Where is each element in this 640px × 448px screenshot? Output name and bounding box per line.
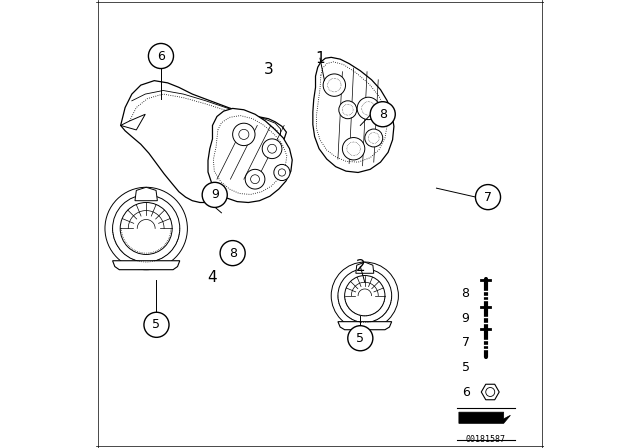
Polygon shape xyxy=(113,261,180,270)
Circle shape xyxy=(233,123,255,146)
Text: 5: 5 xyxy=(152,318,161,332)
Text: 7: 7 xyxy=(461,336,470,349)
Text: 6: 6 xyxy=(157,49,165,63)
Polygon shape xyxy=(338,322,392,330)
Text: 7: 7 xyxy=(484,190,492,204)
Text: 9: 9 xyxy=(211,188,219,202)
Circle shape xyxy=(105,187,188,270)
Circle shape xyxy=(339,101,356,119)
Circle shape xyxy=(365,129,383,147)
Circle shape xyxy=(113,195,180,262)
Circle shape xyxy=(344,276,385,316)
Circle shape xyxy=(332,262,398,329)
Text: 1: 1 xyxy=(315,51,325,66)
Text: 8: 8 xyxy=(461,287,470,300)
Text: 8: 8 xyxy=(379,108,387,121)
Polygon shape xyxy=(121,81,287,202)
Text: 6: 6 xyxy=(461,385,470,399)
Polygon shape xyxy=(121,114,145,130)
Text: 4: 4 xyxy=(207,270,218,285)
Circle shape xyxy=(220,241,245,266)
Text: 2: 2 xyxy=(355,259,365,274)
Circle shape xyxy=(144,312,169,337)
Circle shape xyxy=(262,139,282,159)
Text: 9: 9 xyxy=(461,311,470,325)
Circle shape xyxy=(120,202,172,254)
Circle shape xyxy=(202,182,227,207)
Circle shape xyxy=(245,169,265,189)
Circle shape xyxy=(148,43,173,69)
Polygon shape xyxy=(356,262,374,273)
Polygon shape xyxy=(459,412,511,423)
Circle shape xyxy=(338,269,392,323)
Circle shape xyxy=(476,185,500,210)
Circle shape xyxy=(357,97,380,120)
Circle shape xyxy=(274,164,290,181)
Polygon shape xyxy=(135,187,157,201)
Text: 00181587: 00181587 xyxy=(466,435,506,444)
Text: 5: 5 xyxy=(356,332,364,345)
Polygon shape xyxy=(313,57,394,172)
Circle shape xyxy=(370,102,396,127)
Circle shape xyxy=(323,74,346,96)
Circle shape xyxy=(348,326,373,351)
Text: 8: 8 xyxy=(228,246,237,260)
Polygon shape xyxy=(208,108,292,202)
Text: 5: 5 xyxy=(461,361,470,374)
Text: 3: 3 xyxy=(264,62,273,77)
Circle shape xyxy=(342,138,365,160)
